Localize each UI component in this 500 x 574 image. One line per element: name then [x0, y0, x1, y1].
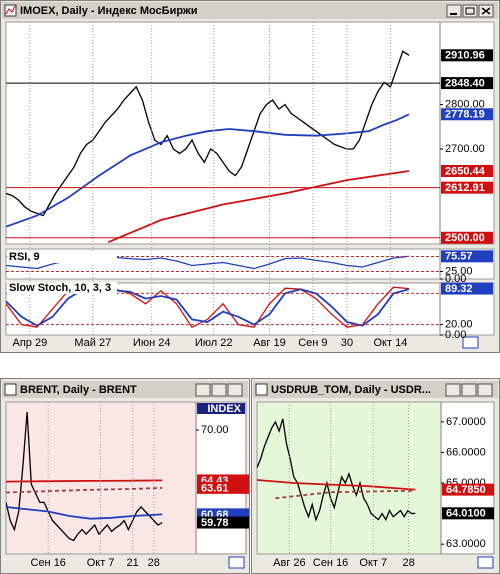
x-tick-label: Авг 19 [253, 337, 285, 349]
y-tick-label: 2700.00 [445, 143, 485, 155]
main-plot-bg [5, 21, 495, 245]
series-line [257, 479, 416, 491]
y-tick-label: 2800.00 [445, 98, 485, 110]
maximize-button[interactable] [462, 4, 478, 18]
hline-tag-label: 2848.40 [445, 78, 485, 90]
plot-area [257, 418, 416, 522]
y-tick-label: 20.00 [445, 319, 473, 331]
indicator-title-bg [7, 282, 117, 294]
hline-tag-label: 2612.91 [445, 182, 485, 194]
value-tag-box [197, 481, 249, 494]
maximize-button[interactable] [211, 383, 227, 397]
indicator-title: Slow Stoch, 10, 3, 3 [9, 282, 111, 294]
x-tick-label: Сен 16 [313, 557, 348, 569]
hline-tag-box [441, 77, 493, 90]
x-tick-label: 28 [148, 557, 160, 569]
scroll-button[interactable] [462, 336, 479, 349]
value-tag-box [441, 282, 493, 295]
window-title: IMOEX, Daily - Индекс МосБиржи [20, 5, 197, 17]
series-line [6, 487, 163, 494]
x-tick-label: 21 [127, 557, 139, 569]
scroll-button[interactable] [477, 556, 494, 569]
y-tick-label: 66.0000 [446, 446, 486, 458]
x-tick-label: 30 [341, 337, 353, 349]
series-line [6, 50, 410, 217]
value-tag-box [442, 507, 494, 520]
minimize-button[interactable] [446, 4, 462, 18]
x-tick-label: Сен 9 [298, 337, 327, 349]
index-label: INDEX [207, 403, 241, 415]
x-tick-label: 28 [402, 557, 414, 569]
value-tag-label: 59.78 [201, 517, 229, 529]
window-icon-glyph [5, 5, 16, 15]
close-glyph [481, 7, 491, 15]
value-tag-box [441, 49, 493, 62]
indicator-title-bg [7, 251, 117, 263]
maximize-button[interactable] [461, 383, 477, 397]
y-tick-label: 0.00 [445, 329, 466, 341]
usdrub-axis-bg [441, 403, 493, 553]
minimize-button[interactable] [445, 383, 461, 397]
x-tick-label: Сен 16 [31, 557, 66, 569]
x-tick-label: Июл 22 [195, 337, 233, 349]
x-tick-label: Май 27 [74, 337, 111, 349]
value-tag-label: 63.61 [201, 482, 229, 494]
window-icon [4, 383, 17, 396]
hline-tag-box [441, 231, 493, 244]
series-line [6, 479, 163, 483]
maximize-glyph [465, 7, 475, 15]
close-button[interactable] [477, 383, 493, 397]
series-line [6, 411, 163, 542]
index-label-bg [197, 403, 245, 414]
series-line [6, 288, 410, 327]
minimize-button[interactable] [195, 383, 211, 397]
rsi-plot-bg [5, 248, 495, 280]
y-tick-label: 70.00 [201, 424, 229, 436]
window-title: BRENT, Daily - BRENT [20, 384, 137, 396]
value-tag-label: 2910.96 [445, 50, 485, 62]
hline-tag-box [441, 181, 493, 194]
title-bar [2, 381, 248, 398]
x-tick-label: Апр 29 [13, 337, 48, 349]
x-tick-label: Авг 26 [273, 557, 305, 569]
window-buttons[interactable] [446, 4, 494, 18]
window-title: USDRUB_TOM, Daily - USDR... [271, 384, 431, 396]
y-tick-label: 0.00 [445, 273, 466, 285]
scroll-button[interactable] [228, 556, 245, 569]
series-line [257, 418, 416, 522]
close-button[interactable] [227, 383, 243, 397]
y-tick-label: 25.00 [445, 265, 473, 277]
window-icon [255, 383, 268, 396]
indicator-title: RSI, 9 [9, 251, 40, 263]
title-bar [253, 381, 498, 398]
value-tag-box [442, 483, 494, 496]
value-tag-label: 2650.44 [445, 165, 486, 177]
x-tick-label: Окт 14 [373, 337, 407, 349]
value-tag-label: 64.0100 [446, 508, 486, 520]
value-tag-box [441, 108, 493, 121]
x-tick-label: Июн 24 [133, 337, 171, 349]
value-tag-box [441, 250, 493, 263]
x-tick-label: Окт 7 [359, 557, 387, 569]
hline-tag-label: 2500.00 [445, 232, 485, 244]
value-tag-label: 89.32 [445, 283, 473, 295]
title-bar [2, 2, 498, 19]
y-tick-label: 67.0000 [446, 416, 486, 428]
series-line [6, 113, 410, 228]
value-tag-label: 64.7850 [446, 484, 486, 496]
y-tick-label: 63.0000 [446, 538, 486, 550]
plot-area [6, 50, 410, 244]
x-tick-label: Окт 7 [87, 557, 115, 569]
value-tag-box [441, 164, 493, 177]
value-tag-box [197, 516, 249, 529]
value-tag-label: 75.57 [445, 251, 473, 263]
series-line [107, 170, 410, 244]
value-tag-label: 2778.19 [445, 109, 485, 121]
